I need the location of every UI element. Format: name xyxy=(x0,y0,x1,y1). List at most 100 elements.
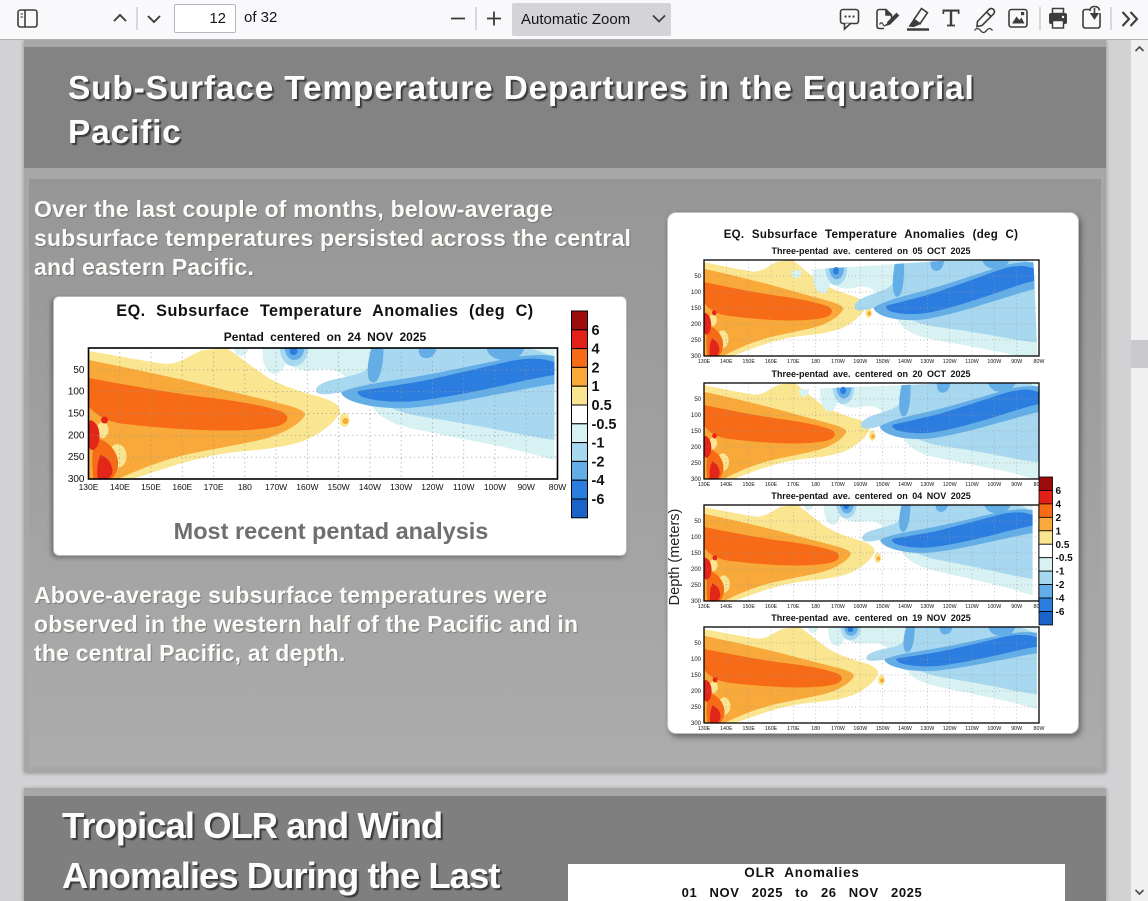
svg-text:-6: -6 xyxy=(1056,607,1065,618)
svg-text:150W: 150W xyxy=(327,482,349,492)
svg-text:150E: 150E xyxy=(743,359,756,365)
svg-text:Most recent pentad analysis: Most recent pentad analysis xyxy=(174,518,489,544)
svg-text:170E: 170E xyxy=(787,482,800,488)
svg-text:80W: 80W xyxy=(1034,726,1045,732)
svg-text:120W: 120W xyxy=(943,482,957,488)
svg-text:150W: 150W xyxy=(876,604,890,610)
svg-text:100W: 100W xyxy=(987,482,1001,488)
svg-text:4: 4 xyxy=(592,342,600,358)
svg-text:90W: 90W xyxy=(1011,604,1022,610)
svg-text:140E: 140E xyxy=(720,482,733,488)
svg-text:OLR Anomalies: OLR Anomalies xyxy=(744,865,859,880)
svg-text:160E: 160E xyxy=(172,482,192,492)
svg-text:170W: 170W xyxy=(831,359,845,365)
svg-text:80W: 80W xyxy=(1034,359,1045,365)
svg-text:140W: 140W xyxy=(898,604,912,610)
svg-text:120W: 120W xyxy=(943,604,957,610)
svg-text:170W: 170W xyxy=(831,482,845,488)
svg-text:100: 100 xyxy=(691,290,702,296)
svg-text:150: 150 xyxy=(691,551,702,557)
svg-text:300: 300 xyxy=(68,474,85,485)
svg-text:1: 1 xyxy=(1056,526,1062,537)
svg-text:100: 100 xyxy=(68,387,85,398)
svg-text:160W: 160W xyxy=(853,604,867,610)
svg-text:180: 180 xyxy=(811,482,820,488)
svg-text:-6: -6 xyxy=(592,492,605,508)
svg-text:170W: 170W xyxy=(831,604,845,610)
svg-text:50: 50 xyxy=(694,519,701,525)
svg-text:Three-pentad ave. centered on: Three-pentad ave. centered on 20 OCT 202… xyxy=(771,369,970,379)
svg-text:EQ. Subsurface Temperature Ano: EQ. Subsurface Temperature Anomalies (de… xyxy=(116,302,533,320)
svg-text:170W: 170W xyxy=(265,482,287,492)
svg-text:130E: 130E xyxy=(698,726,711,732)
svg-text:180: 180 xyxy=(811,604,820,610)
svg-text:Depth (meters): Depth (meters) xyxy=(667,509,683,606)
svg-text:250: 250 xyxy=(691,461,702,467)
svg-text:180: 180 xyxy=(811,726,820,732)
svg-text:130W: 130W xyxy=(920,604,934,610)
svg-text:01 NOV 2025 to 26 NOV 2025: 01 NOV 2025 to 26 NOV 2025 xyxy=(682,885,923,900)
svg-text:160W: 160W xyxy=(853,726,867,732)
svg-text:0.5: 0.5 xyxy=(592,398,612,414)
svg-text:110W: 110W xyxy=(965,359,978,365)
svg-text:150: 150 xyxy=(691,673,702,679)
svg-text:180: 180 xyxy=(811,359,820,365)
svg-text:170W: 170W xyxy=(831,726,845,732)
svg-text:130E: 130E xyxy=(79,482,99,492)
svg-text:160E: 160E xyxy=(765,359,778,365)
svg-text:300: 300 xyxy=(691,721,702,727)
svg-text:140E: 140E xyxy=(720,604,733,610)
svg-text:150E: 150E xyxy=(743,604,756,610)
svg-text:80W: 80W xyxy=(549,482,566,492)
svg-text:1: 1 xyxy=(592,379,600,395)
svg-text:250: 250 xyxy=(68,452,85,463)
svg-text:130E: 130E xyxy=(698,604,711,610)
svg-text:4: 4 xyxy=(1056,499,1062,510)
svg-text:-0.5: -0.5 xyxy=(1056,553,1074,564)
svg-text:150: 150 xyxy=(691,429,702,435)
svg-text:140W: 140W xyxy=(359,482,381,492)
svg-text:2: 2 xyxy=(1056,513,1062,524)
svg-text:110W: 110W xyxy=(453,482,475,492)
svg-text:300: 300 xyxy=(691,599,702,605)
svg-text:100W: 100W xyxy=(987,604,1001,610)
svg-text:Three-pentad ave. centered on: Three-pentad ave. centered on 04 NOV 202… xyxy=(771,491,971,501)
svg-text:50: 50 xyxy=(694,274,701,280)
svg-text:250: 250 xyxy=(691,705,702,711)
svg-text:130W: 130W xyxy=(390,482,412,492)
svg-text:6: 6 xyxy=(1056,486,1062,497)
svg-text:110W: 110W xyxy=(965,604,978,610)
svg-text:50: 50 xyxy=(73,365,85,376)
svg-text:150E: 150E xyxy=(743,482,756,488)
svg-text:90W: 90W xyxy=(1011,726,1022,732)
svg-text:-4: -4 xyxy=(592,473,605,489)
svg-text:100: 100 xyxy=(691,657,702,663)
svg-text:90W: 90W xyxy=(1011,359,1022,365)
svg-text:200: 200 xyxy=(691,445,702,451)
svg-text:120W: 120W xyxy=(421,482,443,492)
svg-text:300: 300 xyxy=(691,477,702,483)
svg-text:-4: -4 xyxy=(1056,594,1065,605)
svg-text:170E: 170E xyxy=(787,726,800,732)
svg-text:100W: 100W xyxy=(484,482,506,492)
svg-text:130E: 130E xyxy=(698,359,711,365)
svg-text:160W: 160W xyxy=(296,482,318,492)
svg-text:250: 250 xyxy=(691,583,702,589)
svg-text:200: 200 xyxy=(691,322,702,328)
svg-text:250: 250 xyxy=(691,338,702,344)
svg-text:160W: 160W xyxy=(853,359,867,365)
svg-text:120W: 120W xyxy=(943,726,957,732)
svg-text:100: 100 xyxy=(691,535,702,541)
svg-text:130W: 130W xyxy=(920,482,934,488)
svg-text:110W: 110W xyxy=(965,726,978,732)
svg-text:110W: 110W xyxy=(965,482,978,488)
svg-text:100W: 100W xyxy=(987,726,1001,732)
svg-text:300: 300 xyxy=(691,354,702,360)
svg-text:150: 150 xyxy=(691,306,702,312)
svg-text:50: 50 xyxy=(694,641,701,647)
svg-text:Three-pentad ave. centered on: Three-pentad ave. centered on 05 OCT 202… xyxy=(771,246,970,256)
svg-text:100W: 100W xyxy=(987,359,1001,365)
svg-text:160W: 160W xyxy=(853,482,867,488)
svg-text:200: 200 xyxy=(691,689,702,695)
svg-text:200: 200 xyxy=(691,567,702,573)
